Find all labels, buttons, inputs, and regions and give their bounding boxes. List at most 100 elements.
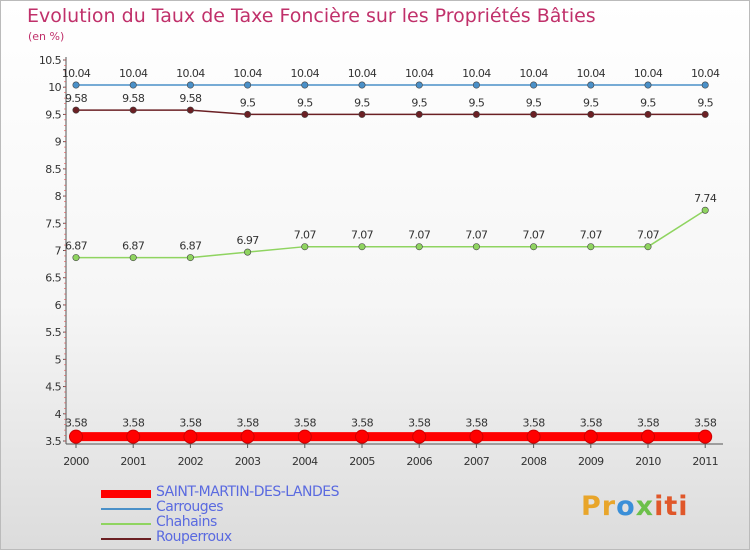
x-tick-label: 2011 [692, 455, 718, 468]
series-point-2 [186, 254, 194, 262]
series-point-1 [587, 81, 595, 89]
series-point-3 [415, 110, 423, 118]
data-label-2: 7.07 [637, 229, 660, 242]
data-label-0: 3.58 [351, 417, 374, 430]
y-tick-label: 6.5 [45, 272, 61, 285]
data-label-2: 6.97 [237, 234, 260, 247]
data-label-1: 10.04 [176, 67, 205, 80]
y-tick-label: 3.5 [45, 435, 61, 448]
series-point-1 [129, 81, 137, 89]
data-label-3: 9.5 [297, 96, 313, 109]
logo-text-3: x [635, 491, 655, 522]
series-point-1 [701, 81, 709, 89]
series-point-0 [641, 429, 655, 444]
data-label-2: 7.07 [580, 229, 603, 242]
series-point-3 [358, 110, 366, 118]
series-point-1 [644, 81, 652, 89]
chart-subtitle: (en %) [28, 30, 65, 43]
data-label-0: 3.58 [580, 417, 603, 430]
data-label-2: 7.07 [523, 229, 546, 242]
data-label-0: 3.58 [523, 417, 546, 430]
data-labels: 10.04 10.04 10.04 10.04 10.04 10.04 10.04 10.04… [62, 67, 721, 430]
logo-text-2: o [616, 491, 636, 522]
series-point-3 [472, 110, 480, 118]
series-point-2 [472, 243, 480, 251]
data-label-3: 9.5 [640, 96, 656, 109]
series-point-1 [244, 81, 252, 89]
data-label-2: 7.07 [294, 229, 317, 242]
legend-swatch [101, 490, 151, 498]
data-label-0: 3.58 [122, 417, 145, 430]
data-label-3: 9.5 [411, 96, 427, 109]
y-tick-label: 10.5 [39, 54, 62, 67]
data-label-0: 3.58 [65, 417, 88, 430]
y-tick-label: 9 [55, 136, 62, 149]
series-point-1 [186, 81, 194, 89]
y-tick-label: 8.5 [45, 163, 61, 176]
series-point-3 [129, 106, 137, 114]
data-label-0: 3.58 [237, 417, 260, 430]
series-point-3 [587, 110, 595, 118]
series-point-3 [644, 110, 652, 118]
data-label-1: 10.04 [577, 67, 606, 80]
x-tick-label: 2007 [464, 455, 490, 468]
data-label-3: 9.5 [469, 96, 485, 109]
data-label-2: 6.87 [122, 240, 145, 253]
logo-text-1: Pr [581, 491, 617, 522]
legend-swatch [101, 523, 151, 525]
data-label-3: 9.5 [583, 96, 599, 109]
data-label-3: 9.58 [179, 92, 202, 105]
data-label-2: 7.07 [408, 229, 431, 242]
series-point-0 [183, 429, 198, 444]
series-lines [76, 84, 706, 442]
series-point-2 [701, 206, 709, 214]
series-point-1 [530, 81, 538, 89]
y-tick-label: 5 [55, 353, 62, 366]
data-label-1: 10.04 [291, 67, 320, 80]
data-label-3: 9.58 [122, 92, 145, 105]
data-label-3: 9.5 [354, 96, 370, 109]
legend-label: Rouperroux [156, 529, 232, 545]
proxiti-logo: Proxiti [581, 491, 689, 522]
data-label-2: 6.87 [179, 240, 202, 253]
y-tick-label: 4 [55, 408, 62, 421]
axes: 3.5 4 4.5 5 5.5 6 6.5 7 7.5 8 8.5 9 9.5 10 10.5 2000 200… [39, 54, 723, 468]
data-label-3: 9.5 [526, 96, 542, 109]
data-label-1: 10.04 [119, 67, 148, 80]
series-point-0 [469, 429, 484, 444]
data-label-2: 7.07 [351, 229, 374, 242]
logo-text-4: iti [654, 491, 689, 522]
x-tick-label: 2004 [292, 455, 318, 468]
y-tick-label: 10 [48, 81, 61, 94]
series-point-2 [415, 243, 423, 251]
x-tick-label: 2009 [578, 455, 604, 468]
series-points [69, 81, 713, 444]
data-label-2: 7.74 [694, 192, 717, 205]
series-point-0 [355, 429, 369, 444]
series-point-0 [297, 429, 312, 444]
data-label-0: 3.58 [694, 417, 717, 430]
y-tick-label: 4.5 [45, 381, 61, 394]
series-point-1 [301, 81, 309, 89]
legend-label: Carrouges [156, 499, 224, 515]
data-label-1: 10.04 [233, 67, 262, 80]
legend: SAINT-MARTIN-DES-LANDES Carrouges Chahains… [101, 484, 421, 546]
series-point-1 [472, 81, 480, 89]
y-tick-label: 7.5 [45, 217, 61, 230]
data-label-3: 9.5 [697, 96, 713, 109]
data-label-1: 10.04 [519, 67, 548, 80]
y-tick-label: 6 [55, 299, 62, 312]
x-tick-label: 2002 [178, 455, 204, 468]
series-line-2 [76, 209, 706, 259]
series-point-0 [526, 429, 541, 444]
x-tick-label: 2008 [521, 455, 547, 468]
series-point-0 [698, 429, 713, 444]
series-point-3 [301, 110, 309, 118]
data-label-0: 3.58 [637, 417, 660, 430]
series-point-0 [583, 429, 598, 444]
series-point-3 [701, 110, 709, 118]
data-label-3: 9.5 [240, 96, 256, 109]
data-label-2: 7.07 [465, 229, 488, 242]
legend-item-3: Rouperroux [101, 529, 421, 546]
